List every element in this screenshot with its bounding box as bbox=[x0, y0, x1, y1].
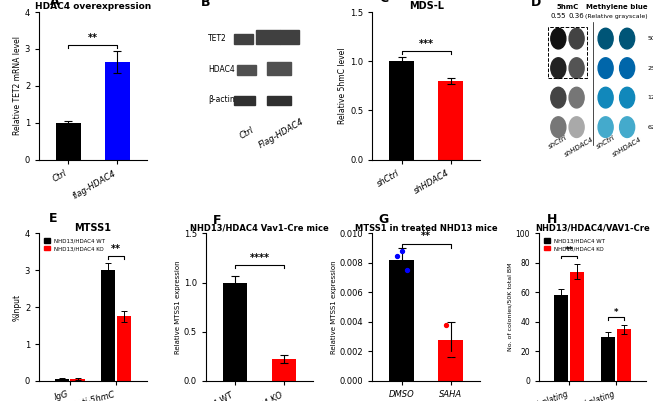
Text: E: E bbox=[48, 212, 57, 225]
Circle shape bbox=[598, 58, 613, 79]
Y-axis label: Relative MTSS1 expression: Relative MTSS1 expression bbox=[175, 260, 181, 354]
Text: F: F bbox=[213, 214, 221, 227]
Text: **: ** bbox=[88, 33, 98, 43]
Bar bbox=[438, 340, 463, 381]
Text: 62.5ng: 62.5ng bbox=[648, 125, 653, 130]
Title: MTSS1: MTSS1 bbox=[74, 223, 112, 233]
Y-axis label: %Input: %Input bbox=[13, 294, 22, 321]
Text: 0.55: 0.55 bbox=[550, 13, 566, 19]
Circle shape bbox=[598, 28, 613, 49]
Text: **: ** bbox=[565, 246, 574, 255]
Bar bbox=[389, 260, 414, 381]
Bar bbox=[234, 96, 255, 105]
Title: HDAC4 overexpression: HDAC4 overexpression bbox=[35, 2, 151, 11]
Text: shCtrl: shCtrl bbox=[548, 135, 569, 150]
Text: Ctrl: Ctrl bbox=[238, 126, 255, 141]
Circle shape bbox=[569, 28, 584, 49]
Title: MDS-L: MDS-L bbox=[409, 1, 443, 11]
Legend: NHD13/HDAC4 WT, NHD13/HDAC4 KO: NHD13/HDAC4 WT, NHD13/HDAC4 KO bbox=[42, 236, 107, 253]
Bar bbox=[389, 61, 414, 160]
Text: 125ng: 125ng bbox=[648, 95, 653, 100]
Circle shape bbox=[551, 28, 566, 49]
Title: NHD13/HDAC4/VAV1-Cre: NHD13/HDAC4/VAV1-Cre bbox=[535, 224, 650, 233]
Bar bbox=[56, 123, 81, 160]
Bar bbox=[438, 81, 463, 160]
Bar bbox=[55, 379, 69, 381]
Bar bbox=[234, 34, 253, 45]
Point bbox=[402, 267, 412, 273]
Text: ****: **** bbox=[249, 253, 270, 263]
Text: **: ** bbox=[421, 231, 431, 241]
Title: MTSS1 in treated NHD13 mice: MTSS1 in treated NHD13 mice bbox=[355, 224, 498, 233]
Text: C: C bbox=[379, 0, 389, 5]
Bar bbox=[237, 65, 256, 75]
Text: *: * bbox=[614, 308, 618, 317]
Bar bbox=[554, 296, 568, 381]
Text: (Relative grayscale): (Relative grayscale) bbox=[585, 14, 648, 19]
Text: A: A bbox=[50, 0, 59, 8]
Circle shape bbox=[620, 117, 635, 138]
Circle shape bbox=[598, 117, 613, 138]
Text: G: G bbox=[378, 213, 389, 226]
Circle shape bbox=[620, 28, 635, 49]
Bar bbox=[570, 272, 584, 381]
Circle shape bbox=[569, 117, 584, 138]
Text: 500ng: 500ng bbox=[648, 36, 653, 41]
Circle shape bbox=[551, 58, 566, 79]
Bar bbox=[267, 96, 291, 105]
Bar bbox=[601, 337, 615, 381]
Bar bbox=[118, 316, 131, 381]
Legend: NHD13/HDAC4 WT, NHD13/HDAC4 KO: NHD13/HDAC4 WT, NHD13/HDAC4 KO bbox=[542, 236, 607, 253]
Y-axis label: Relative 5hmC level: Relative 5hmC level bbox=[338, 48, 347, 124]
Text: HDAC4: HDAC4 bbox=[208, 65, 234, 74]
Title: NHD13/HDAC4 Vav1-Cre mice: NHD13/HDAC4 Vav1-Cre mice bbox=[190, 224, 329, 233]
Bar bbox=[101, 270, 116, 381]
Bar bbox=[280, 30, 299, 45]
Y-axis label: Relative TET2 mRNA level: Relative TET2 mRNA level bbox=[13, 36, 22, 135]
Bar bbox=[617, 329, 631, 381]
Bar bbox=[105, 62, 129, 160]
Point bbox=[445, 351, 456, 358]
Point bbox=[392, 252, 402, 259]
Bar bbox=[256, 30, 280, 45]
Bar bbox=[223, 283, 247, 381]
Circle shape bbox=[598, 87, 613, 108]
Text: 0.36: 0.36 bbox=[569, 13, 584, 19]
Y-axis label: No. of colonies/50K total BM: No. of colonies/50K total BM bbox=[507, 263, 513, 351]
Text: B: B bbox=[200, 0, 210, 9]
Text: D: D bbox=[530, 0, 541, 9]
Text: 250ng: 250ng bbox=[648, 66, 653, 71]
Circle shape bbox=[569, 58, 584, 79]
Text: 5hmC: 5hmC bbox=[557, 4, 579, 10]
Point bbox=[396, 248, 407, 254]
Circle shape bbox=[569, 87, 584, 108]
Circle shape bbox=[551, 87, 566, 108]
Text: Flag-HDAC4: Flag-HDAC4 bbox=[257, 117, 305, 150]
Bar bbox=[71, 379, 84, 381]
Text: shHDAC4: shHDAC4 bbox=[563, 136, 594, 158]
Y-axis label: Relative MTSS1 expression: Relative MTSS1 expression bbox=[331, 260, 337, 354]
Text: Methylene blue: Methylene blue bbox=[586, 4, 647, 10]
Text: TET2: TET2 bbox=[208, 34, 227, 43]
Bar bbox=[272, 359, 296, 381]
Point bbox=[450, 366, 460, 373]
Text: shHDAC4: shHDAC4 bbox=[611, 136, 643, 158]
Bar bbox=[267, 62, 291, 75]
Text: **: ** bbox=[111, 244, 121, 254]
Text: ***: *** bbox=[419, 39, 434, 49]
Text: β-actin: β-actin bbox=[208, 95, 234, 103]
Circle shape bbox=[620, 58, 635, 79]
Circle shape bbox=[620, 87, 635, 108]
Text: shCtrl: shCtrl bbox=[595, 135, 616, 150]
Circle shape bbox=[551, 117, 566, 138]
Point bbox=[440, 322, 451, 328]
Text: H: H bbox=[547, 213, 557, 226]
